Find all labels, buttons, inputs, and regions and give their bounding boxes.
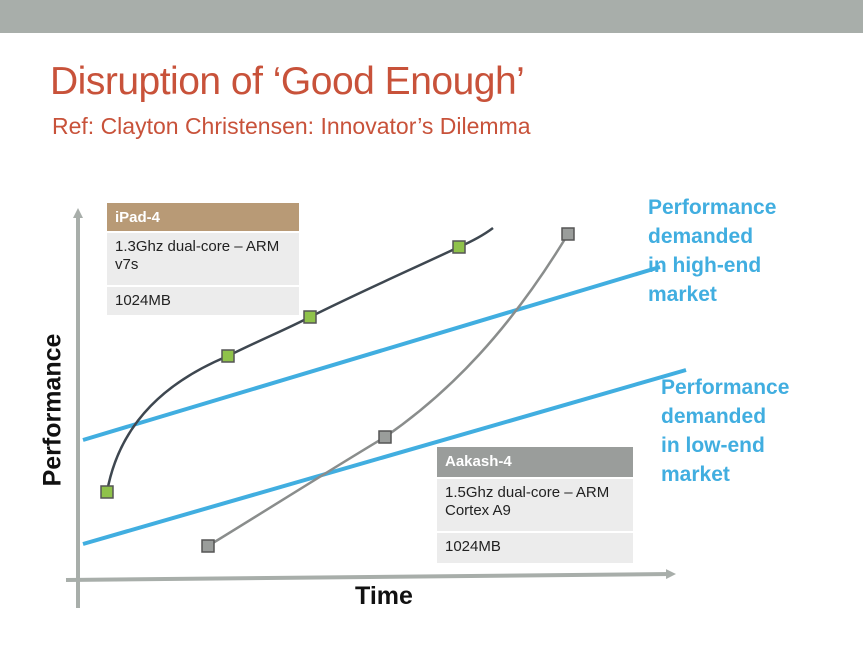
y-axis-label: Performance — [38, 333, 67, 487]
high-end-label-line: Performance — [648, 196, 777, 219]
high-end-label-line: market — [648, 283, 717, 306]
ipad-spec-box: iPad-4 1.3Ghz dual-core – ARM v7s 1024MB — [107, 203, 299, 315]
ipad-spec-header: iPad-4 — [107, 203, 299, 231]
low-end-market-line — [82, 368, 687, 546]
ipad-marker — [452, 240, 466, 254]
low-end-market-label: Performance demanded in low-end market — [661, 373, 789, 489]
aakash-marker — [378, 430, 392, 444]
low-end-label-line: in low-end — [661, 434, 765, 457]
ipad-spec-cpu: 1.3Ghz dual-core – ARM v7s — [107, 231, 299, 285]
aakash-marker — [561, 227, 575, 241]
high-end-label-line: demanded — [648, 225, 754, 248]
high-end-market-line — [82, 265, 661, 442]
aakash-spec-memory: 1024MB — [437, 531, 633, 563]
ipad-marker — [303, 310, 317, 324]
x-axis-label: Time — [355, 582, 413, 610]
slide-title: Disruption of ‘Good Enough’ — [50, 60, 525, 103]
ipad-marker — [100, 485, 114, 499]
low-end-label-line: Performance — [661, 376, 790, 399]
low-end-label-line: market — [661, 463, 730, 486]
high-end-market-label: Performance demanded in high-end market — [648, 193, 776, 309]
aakash-spec-header: Aakash-4 — [437, 447, 633, 477]
aakash-spec-box: Aakash-4 1.5Ghz dual-core – ARM Cortex A… — [437, 447, 633, 563]
x-axis — [65, 569, 676, 582]
low-end-label-line: demanded — [661, 405, 767, 428]
aakash-spec-cpu: 1.5Ghz dual-core – ARM Cortex A9 — [437, 477, 633, 531]
ipad-marker — [221, 349, 235, 363]
slide-subtitle: Ref: Clayton Christensen: Innovator’s Di… — [52, 113, 531, 139]
top-banner — [0, 0, 863, 33]
aakash-marker — [201, 539, 215, 553]
high-end-label-line: in high-end — [648, 254, 762, 277]
ipad-spec-memory: 1024MB — [107, 285, 299, 315]
